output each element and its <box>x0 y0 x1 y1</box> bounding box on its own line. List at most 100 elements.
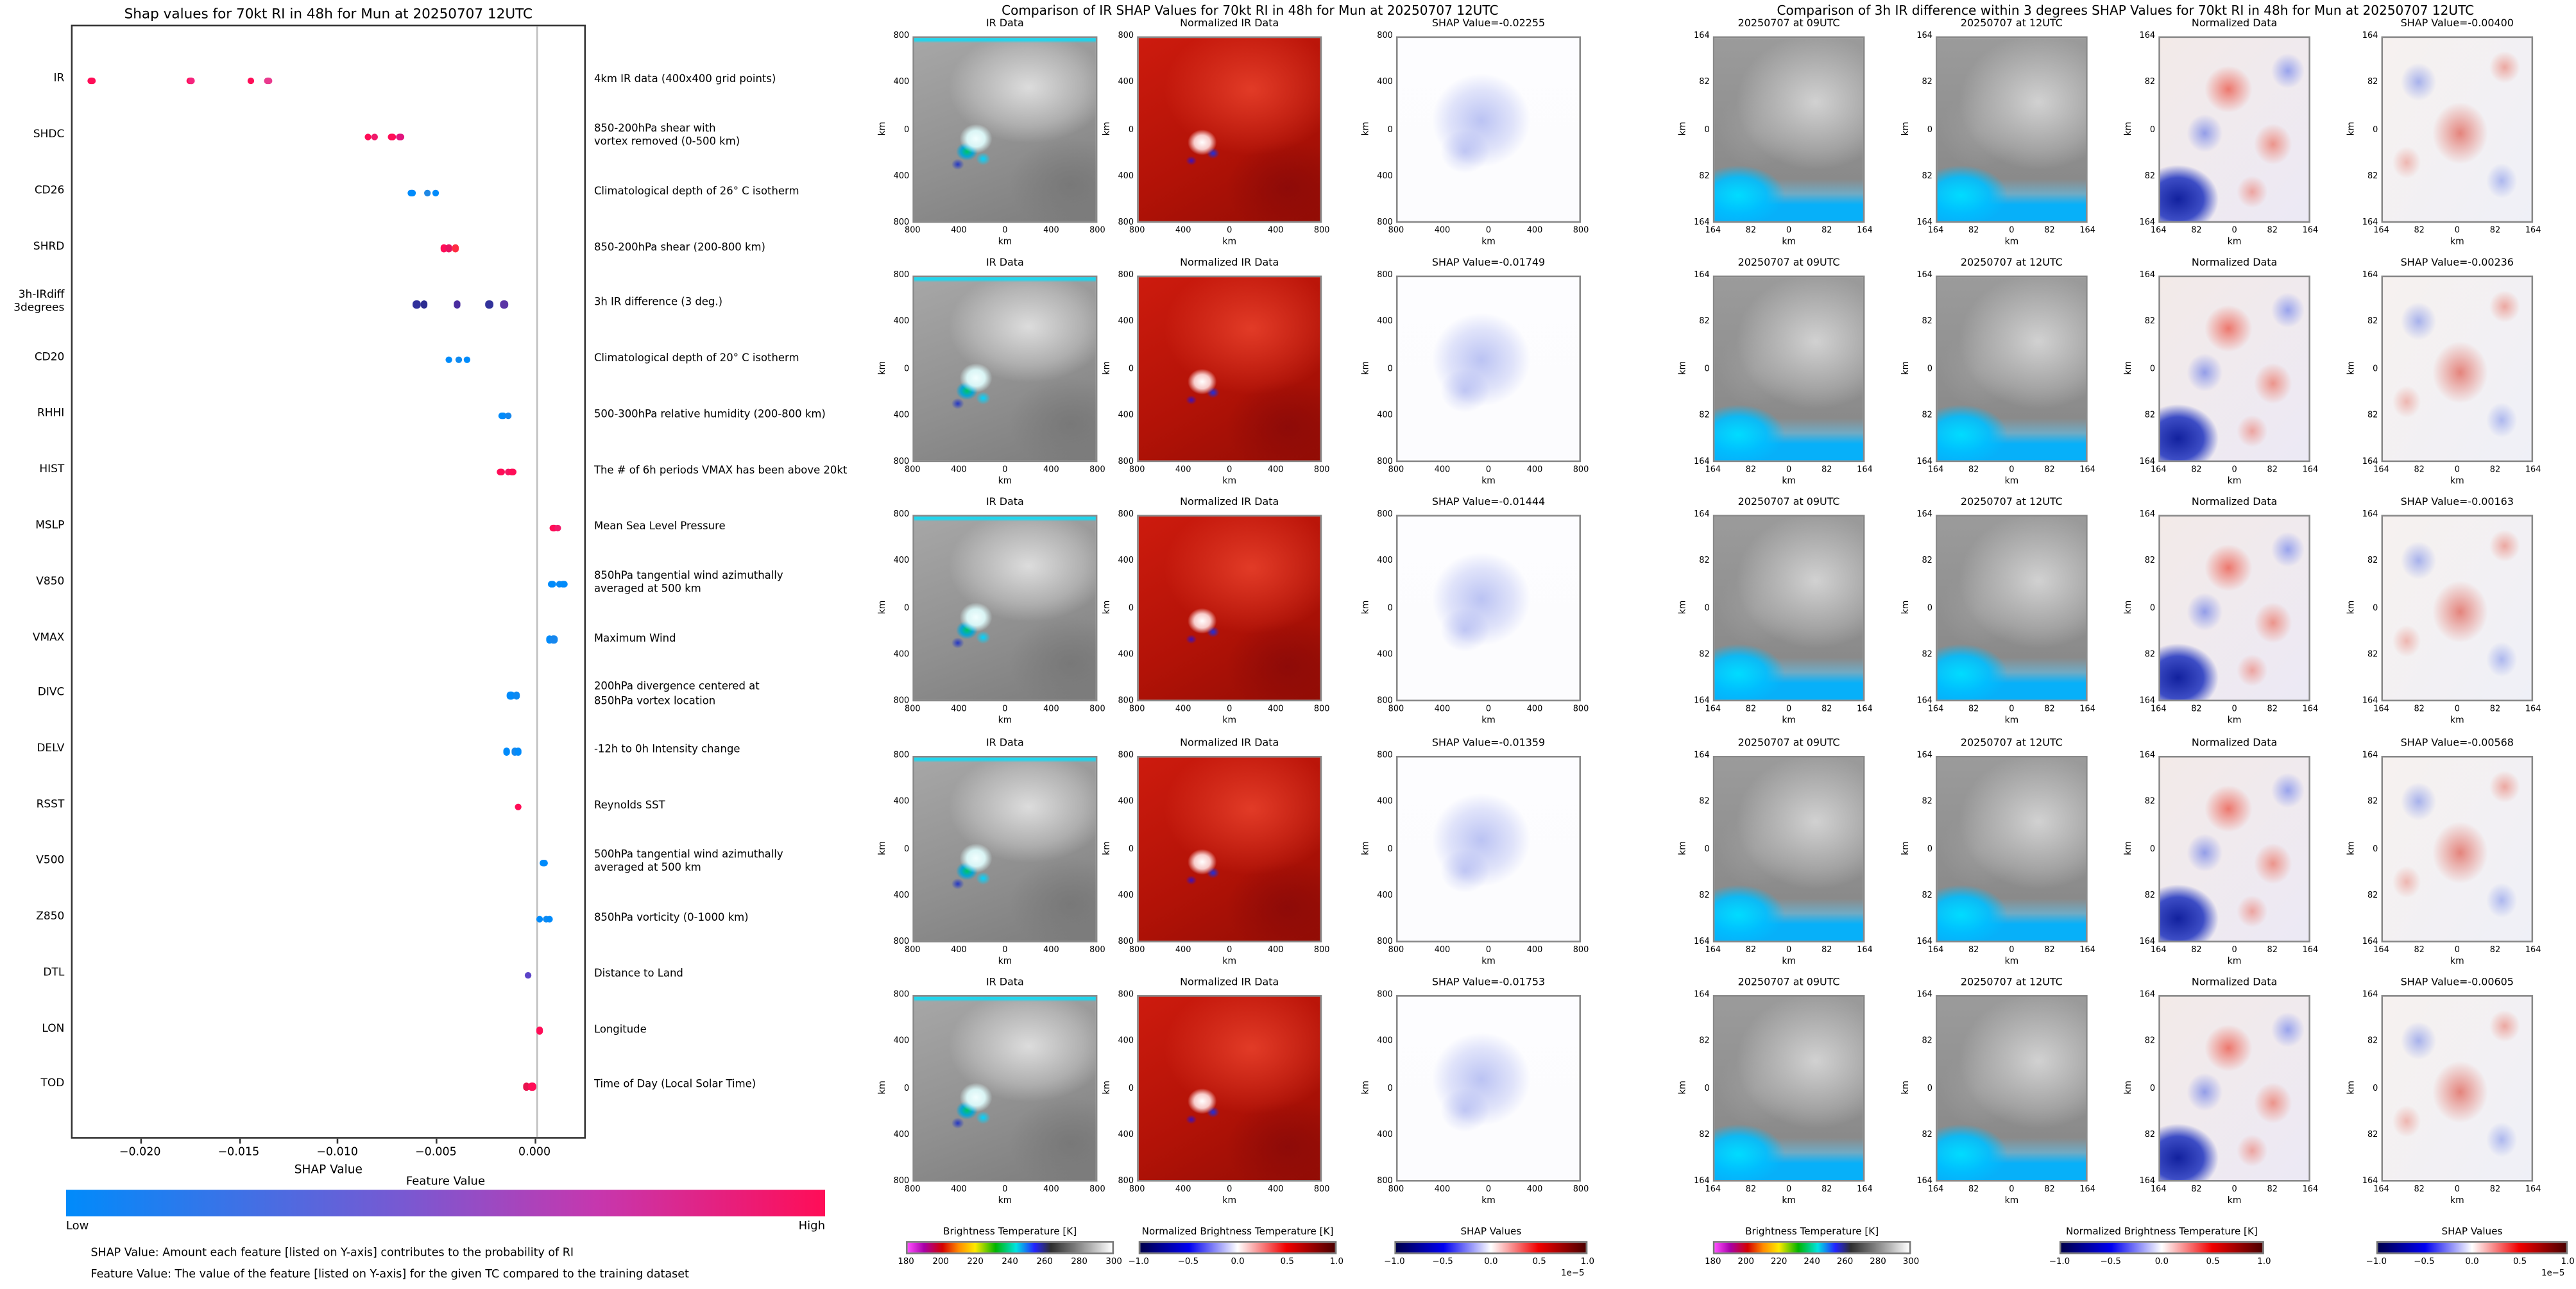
x-tick-label: 800 <box>1129 465 1145 475</box>
colorbar-tick-label: 180 <box>898 1257 914 1268</box>
x-tick-label: 800 <box>1388 465 1404 475</box>
x-tick-label: 800 <box>905 226 921 236</box>
y-tick-label: 800 <box>1118 218 1134 228</box>
y-tick-label: 164 <box>1916 696 1932 706</box>
feature-description: Time of Day (Local Solar Time) <box>593 1078 756 1091</box>
diff-shap-map-row4-title: SHAP Value=-0.00568 <box>2400 737 2514 749</box>
x-tick-label: 82 <box>1745 945 1757 956</box>
y-tick-label: 800 <box>893 990 910 1000</box>
x-tick-label: 400 <box>951 226 967 236</box>
x-tick-label: 0 <box>1786 1184 1792 1195</box>
feature-description: 500-300hPa relative humidity (200-800 km… <box>593 407 826 421</box>
y-tick-label: 164 <box>1916 509 1932 520</box>
ir-data-map-row5-image <box>912 994 1098 1182</box>
colorbar-tick-label: −0.5 <box>1177 1257 1199 1268</box>
x-tick-label: 800 <box>905 945 921 956</box>
shap-point <box>408 189 416 196</box>
y-tick-label: 0 <box>1128 124 1134 135</box>
ir-comparison-title: Comparison of IR SHAP Values for 70kt RI… <box>1002 3 1499 19</box>
x-tick-label: 164 <box>1705 1184 1721 1195</box>
y-tick-label: 400 <box>893 410 910 421</box>
normalized-diff-map-row5: Normalized Data km 164 164 82 82 0 0 82 82 164 164 k… <box>2124 977 2318 1220</box>
x-axis-label: km <box>998 477 1012 487</box>
y-tick-label: 82 <box>1922 649 1932 660</box>
colorbar-tick-label: 180 <box>1705 1257 1721 1268</box>
x-tick-label: 0 <box>1227 704 1233 715</box>
x-tick-label: 400 <box>1526 704 1543 715</box>
y-tick-label: 0 <box>1128 1083 1134 1093</box>
shap-point <box>500 300 508 309</box>
x-tick-label: 0 <box>1786 226 1792 236</box>
y-tick-label: 0 <box>2149 603 2156 613</box>
x-tick-label: 0 <box>2454 945 2460 956</box>
x-tick-label: 400 <box>951 945 967 956</box>
x-tick-label: 800 <box>1388 704 1404 715</box>
x-axis-label: km <box>1782 1196 1796 1207</box>
x-tick-label: 164 <box>2150 945 2167 956</box>
shap-values-colorbar-right-bar <box>2376 1241 2568 1254</box>
y-tick-label: 164 <box>2362 751 2378 761</box>
x-tick-label: 0 <box>1227 465 1233 475</box>
ir-data-map-row4: IR Data km 800 800 400 400 0 0 400 400 800 800 km <box>878 738 1105 980</box>
feature-tick-label: LON <box>42 1021 65 1035</box>
shap-point <box>507 692 515 699</box>
colorbar-low-label: Low <box>65 1219 89 1233</box>
diff-shap-map-row5-image <box>2381 994 2534 1182</box>
feature-tick-label: DTL <box>43 965 65 979</box>
shap-point <box>388 133 396 141</box>
y-tick-label: 82 <box>2367 78 2378 88</box>
shap-point <box>264 77 272 85</box>
x-axis-label: km <box>2004 957 2019 968</box>
y-tick-label: 0 <box>2149 364 2156 374</box>
x-tick-label: 82 <box>2044 1184 2055 1195</box>
y-tick-label: 82 <box>1922 410 1932 421</box>
y-tick-label: 164 <box>1694 270 1710 281</box>
colorbar-tick-label: 0.5 <box>1532 1257 1546 1268</box>
y-tick-label: 0 <box>1387 124 1393 135</box>
x-tick-label: 82 <box>2414 465 2425 475</box>
colorbar-tick-label: 260 <box>1836 1257 1854 1268</box>
x-tick-label: 400 <box>1175 704 1191 715</box>
y-tick-label: 800 <box>1377 751 1393 761</box>
y-tick-label: 82 <box>2144 649 2156 660</box>
x-tick-label: 82 <box>2044 945 2055 956</box>
y-tick-label: 82 <box>1922 797 1932 808</box>
y-tick-label: 0 <box>1704 124 1710 135</box>
y-tick-label: 800 <box>893 31 910 42</box>
y-tick-label: 400 <box>1118 797 1134 808</box>
colorbar-high-label: High <box>798 1219 826 1233</box>
x-tick-label: 0 <box>1485 945 1492 956</box>
feature-description: Mean Sea Level Pressure <box>593 519 726 533</box>
x-tick-label: 400 <box>1175 465 1191 475</box>
x-tick-label: 800 <box>1129 226 1145 236</box>
colorbar-tick-label: 220 <box>1770 1257 1787 1268</box>
normalized-diff-map-row3: Normalized Data km 164 164 82 82 0 0 82 82 164 164 k… <box>2124 497 2318 739</box>
y-tick-label: 800 <box>1118 751 1134 761</box>
y-tick-label: 82 <box>1922 1130 1932 1140</box>
ir-09utc-map-row3-image <box>1712 515 1865 702</box>
y-tick-label: 0 <box>2373 603 2378 613</box>
feature-tick-label: IR <box>53 71 65 85</box>
y-tick-label: 164 <box>2139 270 2156 281</box>
y-tick-label: 400 <box>1118 78 1134 88</box>
y-tick-label: 400 <box>1118 556 1134 567</box>
x-tick-label: 400 <box>951 465 967 475</box>
feature-tick-label: MSLP <box>35 518 65 532</box>
shap-point <box>413 300 421 309</box>
shap-point <box>187 77 195 85</box>
y-tick-label: 82 <box>1922 171 1932 182</box>
x-axis-label: km <box>2227 957 2242 968</box>
normalized-diff-map-row2-image <box>2158 275 2310 463</box>
y-tick-label: 164 <box>2139 31 2156 42</box>
y-tick-label: 800 <box>1377 696 1393 706</box>
colorbar-tick-label: 200 <box>932 1257 949 1268</box>
y-tick-label: 82 <box>2367 1130 2378 1140</box>
shap-point <box>364 133 372 141</box>
y-tick-label: 82 <box>1699 649 1710 660</box>
normalized-ir-map-row2-image <box>1137 275 1322 463</box>
y-tick-label: 0 <box>1927 364 1932 374</box>
x-tick-label: 82 <box>2044 704 2055 715</box>
y-tick-label: 82 <box>1699 1036 1710 1047</box>
ir-09utc-map-row1: 20250707 at 09UTC km 164 164 82 82 0 0 82 82 164 16… <box>1678 18 1872 260</box>
normalized-diff-map-row4-image <box>2158 756 2310 943</box>
